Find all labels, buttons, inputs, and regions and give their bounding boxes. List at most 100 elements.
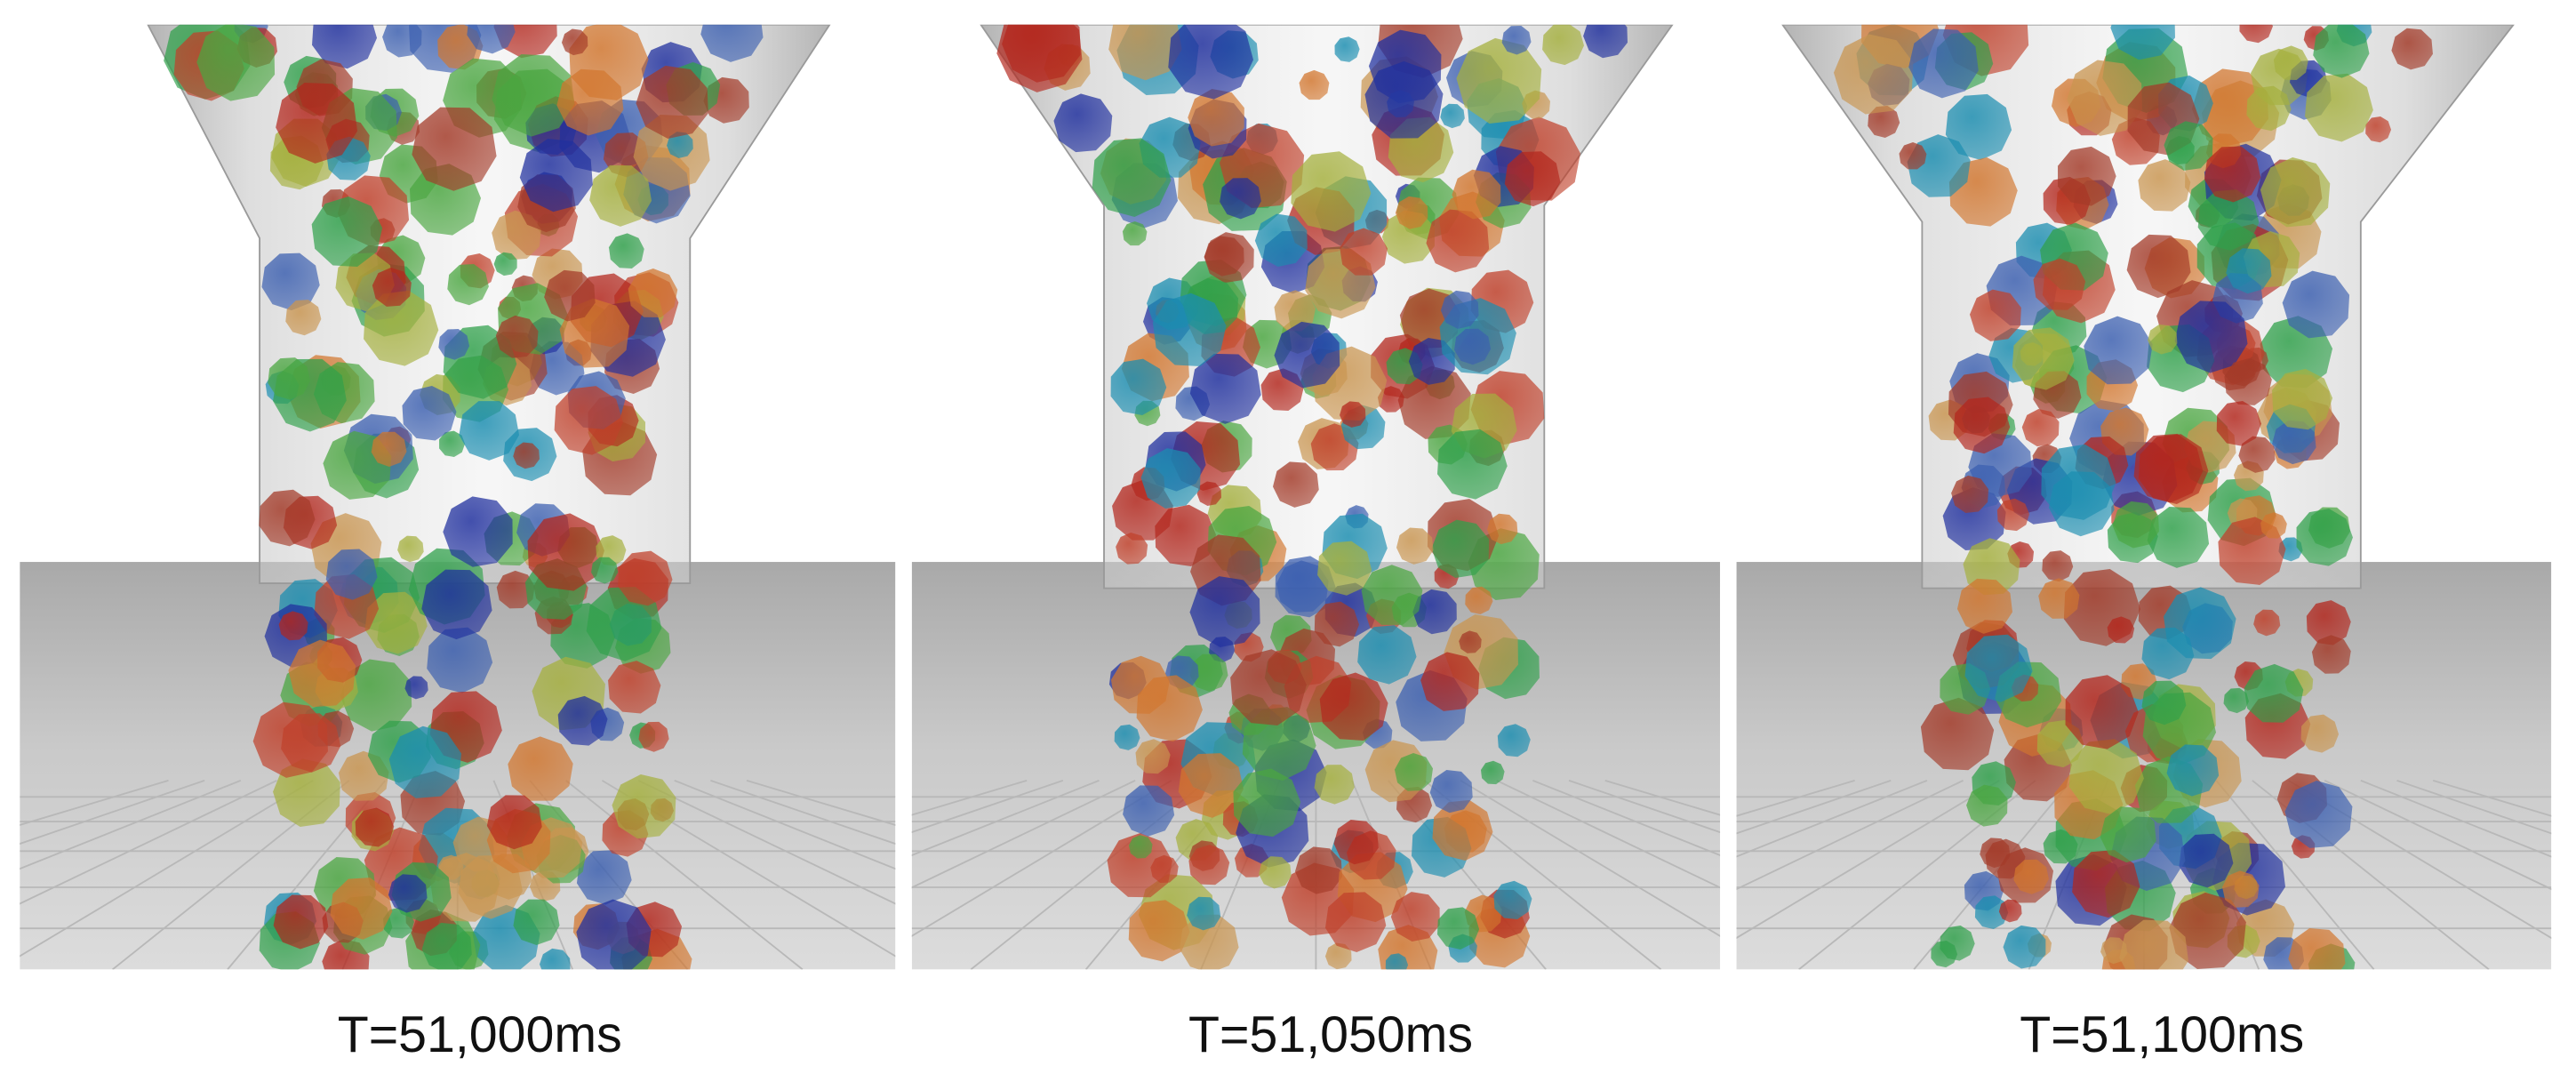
particle bbox=[1966, 784, 2008, 827]
particle bbox=[1493, 880, 1532, 920]
particle bbox=[404, 676, 428, 700]
floor-grid bbox=[1460, 780, 1721, 937]
floor-grid bbox=[1496, 780, 1721, 889]
particle bbox=[1465, 586, 1493, 615]
particle bbox=[2147, 506, 2210, 568]
floor-grid bbox=[2432, 779, 2552, 817]
particle bbox=[1340, 401, 1366, 428]
particle bbox=[2191, 68, 2268, 147]
particle bbox=[513, 442, 540, 469]
particle bbox=[1357, 625, 1417, 685]
floor-grid bbox=[20, 780, 314, 958]
particle bbox=[2067, 60, 2143, 136]
particle bbox=[1122, 220, 1148, 246]
particle bbox=[402, 385, 457, 441]
particle bbox=[2311, 635, 2351, 674]
particle bbox=[2003, 925, 2046, 969]
particle bbox=[1108, 24, 1182, 81]
particle bbox=[667, 132, 693, 158]
particle bbox=[325, 549, 378, 600]
particle bbox=[638, 721, 669, 752]
particle bbox=[1361, 565, 1423, 625]
render-panel bbox=[1736, 24, 2552, 970]
particle bbox=[2072, 850, 2140, 918]
render-panel bbox=[20, 24, 896, 970]
particle bbox=[2260, 512, 2287, 539]
particle bbox=[2282, 270, 2350, 339]
particle bbox=[1833, 34, 1914, 115]
particle bbox=[447, 263, 489, 306]
particle bbox=[1092, 138, 1172, 217]
particle bbox=[312, 24, 378, 69]
floor-grid bbox=[20, 780, 277, 905]
particle bbox=[430, 853, 500, 922]
particle bbox=[2119, 919, 2188, 970]
particle bbox=[278, 611, 308, 641]
particle bbox=[2273, 45, 2308, 81]
floor-grid bbox=[911, 780, 1100, 856]
caption: T=51,100ms bbox=[2020, 1006, 2304, 1063]
particle bbox=[421, 569, 492, 640]
floor-grid bbox=[1532, 780, 1721, 856]
particle bbox=[496, 570, 535, 609]
particle bbox=[2223, 687, 2249, 714]
particle bbox=[1274, 290, 1316, 332]
particle bbox=[2222, 870, 2260, 908]
particle bbox=[1420, 652, 1480, 711]
particle bbox=[1107, 833, 1172, 898]
particle bbox=[1189, 576, 1260, 647]
particle bbox=[1908, 28, 1979, 99]
particle bbox=[1868, 105, 1900, 139]
particle bbox=[330, 878, 393, 940]
particle bbox=[1364, 60, 1444, 139]
particle bbox=[2288, 928, 2346, 970]
particle bbox=[1396, 527, 1434, 565]
particle bbox=[1452, 169, 1501, 220]
particle bbox=[261, 252, 320, 311]
particle bbox=[2244, 663, 2304, 723]
particle bbox=[2141, 680, 2187, 725]
floor-grid bbox=[911, 780, 1136, 889]
particle bbox=[459, 401, 520, 461]
particle bbox=[1920, 697, 1995, 771]
particle bbox=[1969, 289, 2021, 341]
particle bbox=[397, 535, 424, 563]
particle bbox=[412, 107, 497, 191]
particle bbox=[1187, 896, 1221, 931]
particle bbox=[1436, 429, 1508, 500]
panels bbox=[20, 24, 2552, 970]
particle bbox=[2164, 121, 2213, 171]
particle bbox=[1395, 196, 1428, 229]
particle bbox=[427, 627, 493, 693]
particle bbox=[1314, 765, 1355, 805]
particle bbox=[1276, 560, 1329, 613]
particle bbox=[2197, 189, 2260, 251]
particle bbox=[2179, 833, 2234, 888]
floor-grid bbox=[1736, 780, 1928, 858]
particle bbox=[1053, 93, 1113, 153]
floor-grid bbox=[1604, 779, 1721, 816]
particle bbox=[1259, 856, 1292, 889]
particle bbox=[467, 24, 516, 54]
particle bbox=[1956, 578, 2013, 634]
floor-grid bbox=[911, 779, 1028, 816]
floor-grid bbox=[911, 779, 1064, 834]
particle bbox=[2313, 24, 2370, 78]
floor-grid bbox=[565, 780, 804, 970]
particle bbox=[1333, 820, 1379, 865]
particle bbox=[1110, 358, 1167, 416]
particle bbox=[2238, 436, 2276, 473]
particle bbox=[493, 252, 517, 277]
particle bbox=[364, 290, 439, 366]
particle bbox=[608, 661, 661, 714]
particle bbox=[1964, 634, 2033, 702]
particle bbox=[2042, 550, 2074, 582]
particle bbox=[2084, 316, 2153, 385]
floor-grid bbox=[1736, 779, 1892, 835]
floor-grid bbox=[746, 779, 896, 826]
particle bbox=[1429, 770, 1473, 814]
particle bbox=[2107, 616, 2135, 644]
particle bbox=[1291, 151, 1372, 232]
particle bbox=[1385, 953, 1409, 970]
